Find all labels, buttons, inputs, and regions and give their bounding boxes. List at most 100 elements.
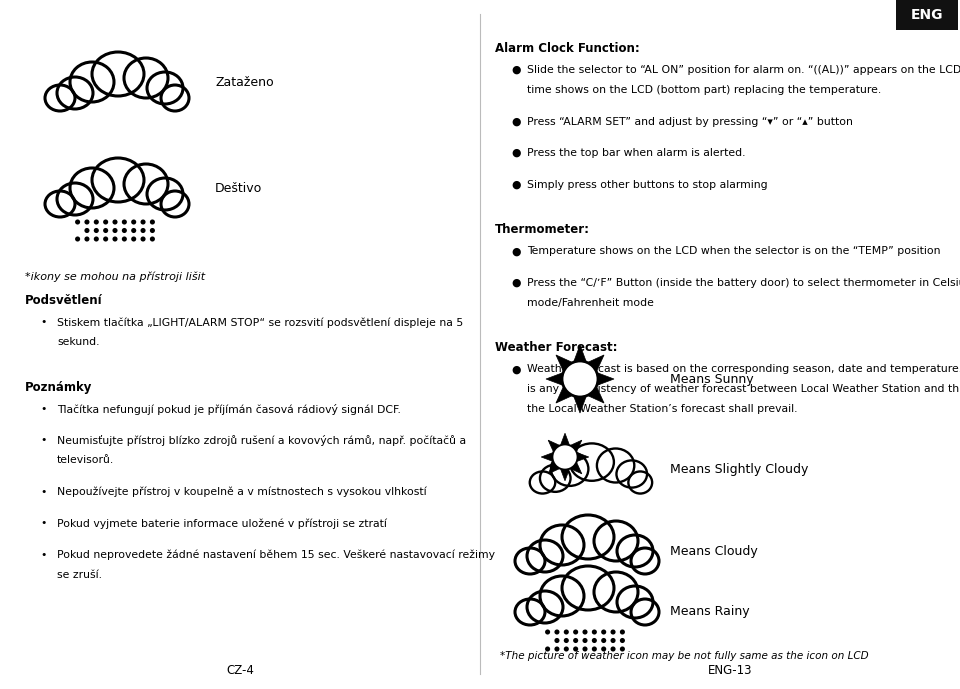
Ellipse shape [594, 572, 638, 612]
Circle shape [564, 630, 569, 635]
Polygon shape [561, 470, 569, 481]
Text: ●: ● [511, 364, 520, 374]
Circle shape [555, 638, 560, 643]
Circle shape [75, 236, 80, 242]
Text: televisorů.: televisorů. [57, 455, 114, 465]
Text: ENG-13: ENG-13 [708, 664, 753, 677]
Polygon shape [598, 373, 614, 385]
Text: •: • [40, 518, 46, 528]
Text: *ikony se mohou na přístroji lišit: *ikony se mohou na přístroji lišit [25, 271, 205, 282]
Circle shape [94, 220, 99, 225]
Polygon shape [574, 397, 586, 413]
Text: Pokud neprovedete žádné nastavení během 15 sec. Veškeré nastavovací režimy: Pokud neprovedete žádné nastavení během … [57, 550, 495, 560]
Circle shape [84, 236, 89, 242]
Circle shape [545, 646, 550, 652]
Ellipse shape [527, 540, 563, 572]
Ellipse shape [530, 471, 555, 493]
Ellipse shape [92, 158, 144, 202]
Ellipse shape [540, 525, 584, 565]
Text: Weather Forecast:: Weather Forecast: [495, 341, 617, 354]
Polygon shape [548, 440, 559, 451]
Text: ●: ● [511, 116, 520, 127]
Circle shape [150, 236, 155, 242]
Circle shape [132, 236, 136, 242]
Circle shape [545, 630, 550, 635]
Circle shape [122, 236, 127, 242]
Text: ●: ● [511, 65, 520, 75]
Text: time shows on the LCD (bottom part) replacing the temperature.: time shows on the LCD (bottom part) repl… [527, 85, 881, 95]
Polygon shape [546, 373, 562, 385]
Ellipse shape [631, 548, 659, 574]
Text: Weather forecast is based on the corresponding season, date and temperature. If : Weather forecast is based on the corresp… [527, 364, 960, 374]
Text: Means Slightly Cloudy: Means Slightly Cloudy [670, 462, 808, 475]
Circle shape [140, 236, 146, 242]
Text: Press the “C/ʼF” Button (inside the battery door) to select thermometer in Celsi: Press the “C/ʼF” Button (inside the batt… [527, 278, 960, 287]
Circle shape [150, 228, 155, 233]
Circle shape [140, 220, 146, 225]
Circle shape [611, 638, 615, 643]
Text: ●: ● [511, 278, 520, 287]
Polygon shape [578, 453, 588, 461]
Circle shape [103, 236, 108, 242]
Ellipse shape [83, 191, 153, 221]
Ellipse shape [540, 576, 584, 616]
Circle shape [112, 228, 117, 233]
Text: Press “ALARM SET” and adjust by pressing “▾” or “▴” button: Press “ALARM SET” and adjust by pressing… [527, 116, 852, 127]
Ellipse shape [147, 178, 183, 210]
Circle shape [591, 646, 597, 652]
Ellipse shape [92, 52, 144, 96]
Ellipse shape [551, 452, 588, 486]
Ellipse shape [616, 460, 647, 488]
Polygon shape [548, 463, 559, 474]
Circle shape [84, 228, 89, 233]
Text: ●: ● [511, 246, 520, 256]
Text: Tlačítka nefungují pokud je příjímán časová rádiový signál DCF.: Tlačítka nefungují pokud je příjímán čas… [57, 404, 401, 415]
Ellipse shape [617, 535, 653, 567]
Text: •: • [40, 404, 46, 413]
Text: Stiskem tlačítka „LIGHT/ALARM STOP“ se rozsvití podsvětlení displeje na 5: Stiskem tlačítka „LIGHT/ALARM STOP“ se r… [57, 317, 464, 327]
Text: mode/Fahrenheit mode: mode/Fahrenheit mode [527, 298, 654, 307]
Ellipse shape [124, 164, 168, 204]
Circle shape [103, 220, 108, 225]
Text: CZ-4: CZ-4 [226, 664, 254, 677]
Polygon shape [556, 355, 571, 371]
Circle shape [122, 228, 127, 233]
Text: Neumisťujte přístroj blízko zdrojů rušení a kovových rámů, např. počítačů a: Neumisťujte přístroj blízko zdrojů rušen… [57, 435, 467, 446]
Circle shape [112, 220, 117, 225]
Circle shape [150, 220, 155, 225]
Circle shape [122, 220, 127, 225]
Text: ●: ● [511, 180, 520, 189]
Text: is any inconsistency of weather forecast between Local Weather Station and this : is any inconsistency of weather forecast… [527, 384, 960, 394]
Text: Zataženo: Zataženo [215, 76, 274, 90]
Text: ENG: ENG [911, 8, 944, 22]
Ellipse shape [70, 62, 114, 102]
Circle shape [620, 630, 625, 635]
Ellipse shape [57, 183, 93, 215]
Circle shape [562, 361, 598, 397]
Text: Press the top bar when alarm is alerted.: Press the top bar when alarm is alerted. [527, 148, 746, 158]
Text: sekund.: sekund. [57, 337, 100, 347]
Circle shape [75, 220, 80, 225]
Ellipse shape [515, 548, 545, 574]
Ellipse shape [629, 471, 652, 493]
Circle shape [591, 630, 597, 635]
Text: •: • [40, 317, 46, 327]
Ellipse shape [57, 77, 93, 109]
Circle shape [555, 646, 560, 652]
Ellipse shape [562, 471, 621, 497]
Ellipse shape [631, 599, 659, 625]
Ellipse shape [70, 168, 114, 208]
Text: Poznámky: Poznámky [25, 380, 92, 393]
Circle shape [573, 638, 578, 643]
Circle shape [611, 630, 615, 635]
Text: Slide the selector to “AL ON” position for alarm on. “((AL))” appears on the LCD: Slide the selector to “AL ON” position f… [527, 65, 960, 75]
Circle shape [583, 646, 588, 652]
Circle shape [84, 220, 89, 225]
Ellipse shape [594, 521, 638, 561]
Circle shape [112, 236, 117, 242]
Circle shape [132, 228, 136, 233]
Circle shape [620, 638, 625, 643]
Text: Means Sunny: Means Sunny [670, 373, 754, 386]
Ellipse shape [597, 449, 635, 482]
Ellipse shape [553, 599, 623, 629]
